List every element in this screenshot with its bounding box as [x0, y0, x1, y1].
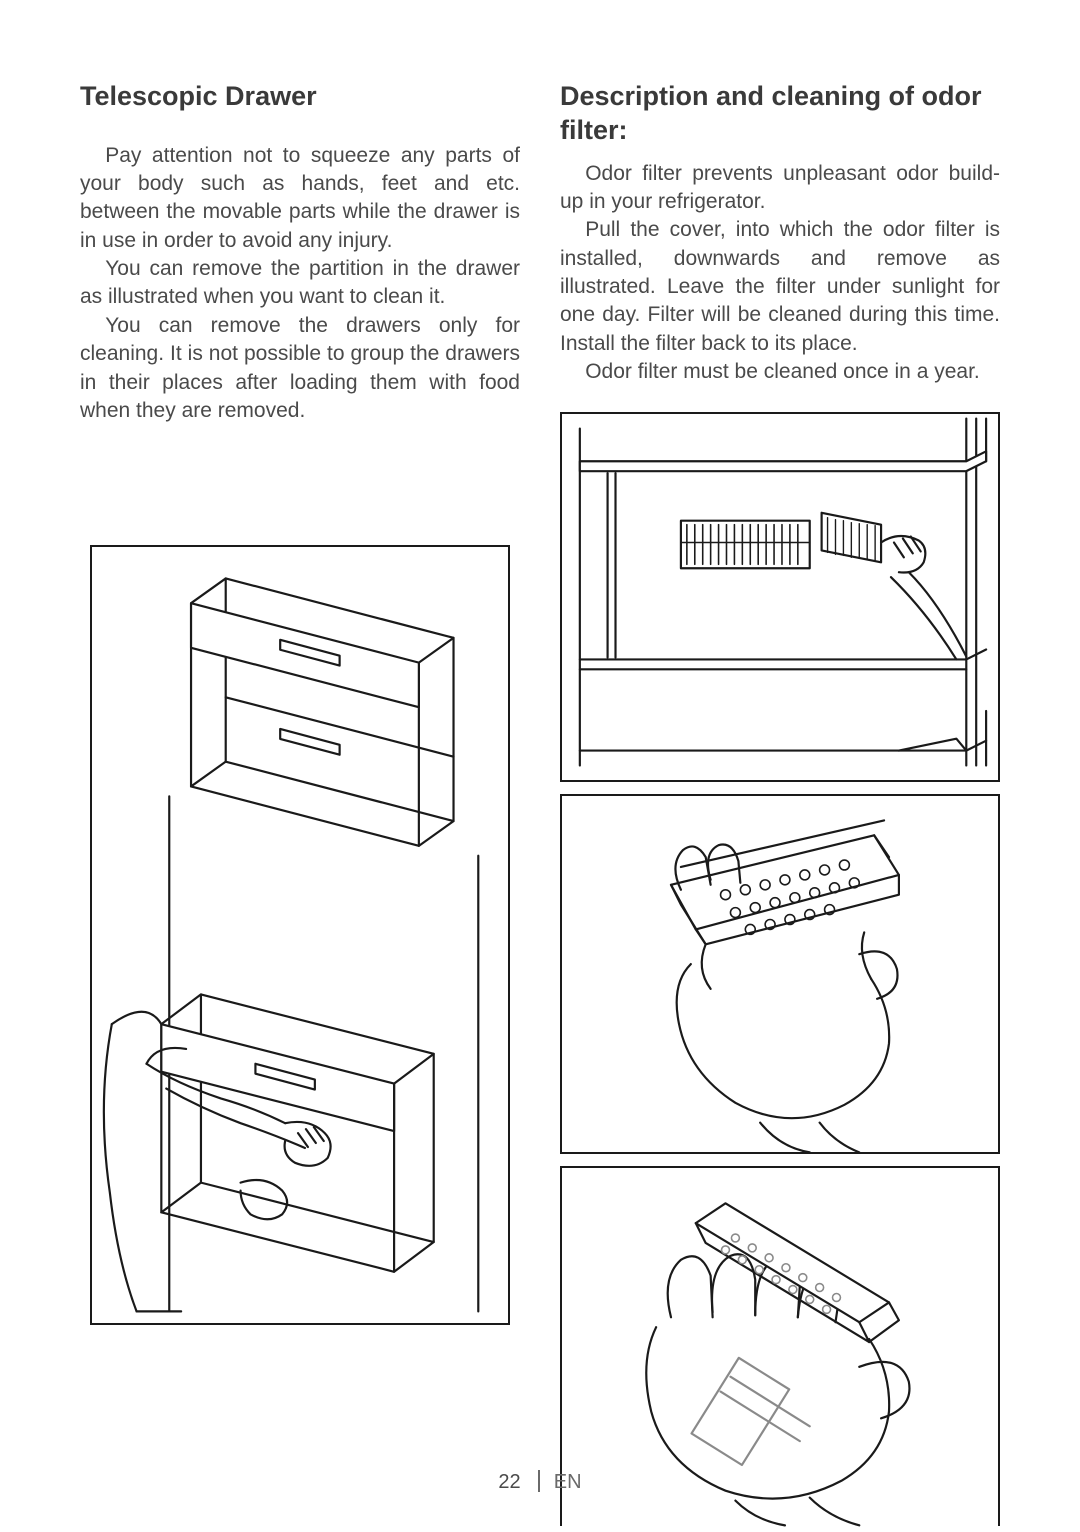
right-paragraph-3: Odor filter must be cleaned once in a ye…: [560, 358, 1000, 386]
drawer-illustration-svg: [92, 545, 508, 1325]
left-paragraph-3: You can remove the drawers only for clea…: [80, 312, 520, 425]
left-column: Telescopic Drawer Pay attention not to s…: [80, 80, 520, 1526]
right-illustration-stack: [560, 412, 1000, 1526]
footer-separator: [538, 1470, 540, 1492]
drawer-removal-illustration: [90, 545, 510, 1325]
filter-cover-removal-illustration: [560, 412, 1000, 782]
filter-hold-svg: [562, 794, 998, 1154]
page-number: 22: [498, 1471, 520, 1493]
two-column-layout: Telescopic Drawer Pay attention not to s…: [80, 80, 1000, 1526]
page-language: EN: [554, 1471, 582, 1493]
right-column: Description and cleaning of odor filter:…: [560, 80, 1000, 1526]
left-heading: Telescopic Drawer: [80, 80, 520, 114]
right-paragraph-1: Odor filter prevents unpleasant odor bui…: [560, 160, 1000, 217]
filter-cover-svg: [562, 412, 998, 782]
filter-holding-illustration: [560, 794, 1000, 1154]
page-footer: 22 EN: [0, 1470, 1080, 1494]
left-paragraph-2: You can remove the partition in the draw…: [80, 255, 520, 312]
right-paragraph-2: Pull the cover, into which the odor filt…: [560, 216, 1000, 358]
left-paragraph-1: Pay attention not to squeeze any parts o…: [80, 142, 520, 255]
right-heading: Description and cleaning of odor filter:: [560, 80, 1000, 148]
